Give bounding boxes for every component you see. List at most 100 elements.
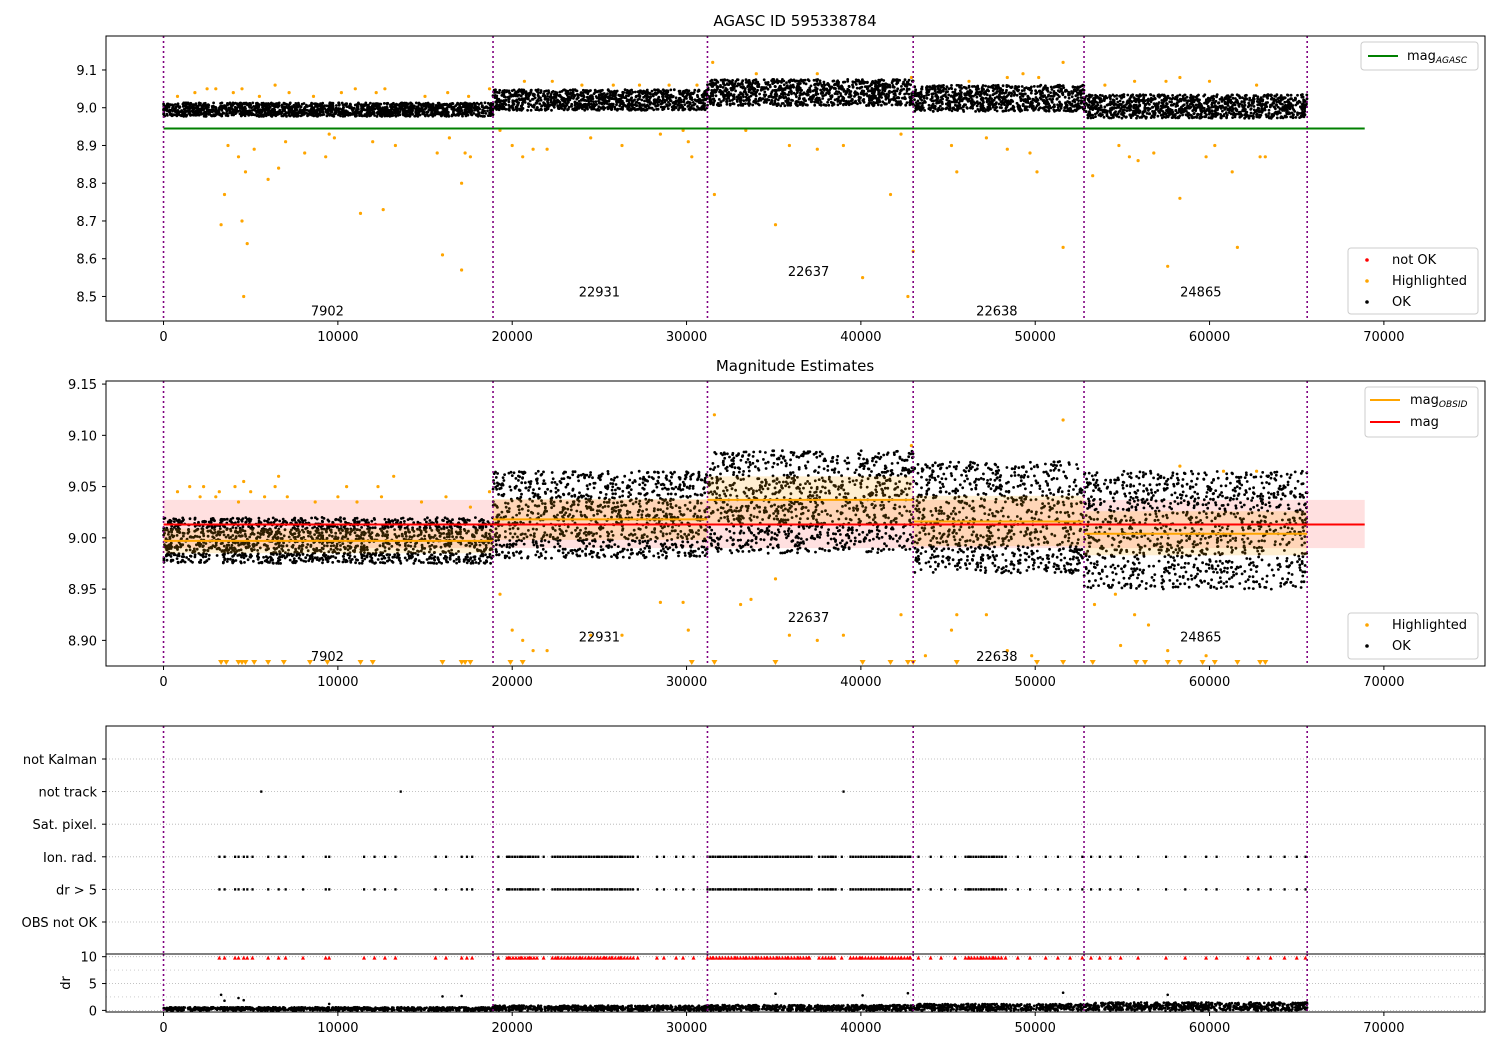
ok-point xyxy=(958,103,962,107)
ok-point xyxy=(905,89,909,93)
ok-point xyxy=(611,103,615,107)
ok-point xyxy=(258,108,262,111)
ok-point xyxy=(988,94,992,97)
ok-point xyxy=(848,95,852,99)
ok-point xyxy=(1074,103,1078,107)
ok-point xyxy=(773,89,777,92)
ok-point xyxy=(959,84,963,87)
ok-point xyxy=(455,108,458,112)
ok-point xyxy=(934,88,937,91)
ok-point xyxy=(797,82,801,86)
ok-point xyxy=(768,85,772,89)
ok-point xyxy=(644,93,648,97)
ok-point xyxy=(885,102,888,106)
ok-point xyxy=(402,109,406,113)
ok-point xyxy=(814,97,818,101)
ok-point xyxy=(696,90,700,93)
ok-point xyxy=(262,114,265,118)
ok-point xyxy=(449,103,453,107)
ok-point xyxy=(974,87,978,91)
ok-point xyxy=(440,103,444,107)
ok-point xyxy=(975,104,979,108)
ok-point xyxy=(744,81,748,84)
ok-point xyxy=(292,110,295,113)
ok-point xyxy=(794,100,798,104)
ok-point xyxy=(615,103,618,107)
ok-point xyxy=(877,84,881,87)
ok-point xyxy=(190,109,194,113)
ok-point xyxy=(1267,108,1271,112)
ok-point xyxy=(182,108,186,111)
ok-point xyxy=(1025,105,1029,109)
ok-point xyxy=(847,100,851,104)
ok-point xyxy=(1060,89,1063,92)
ok-point xyxy=(643,99,646,103)
ok-point xyxy=(248,105,251,108)
ok-point xyxy=(365,114,369,117)
ok-point xyxy=(507,97,511,100)
ok-point xyxy=(425,113,429,116)
ok-point xyxy=(871,103,874,107)
ok-point xyxy=(504,107,508,111)
ok-point xyxy=(942,86,946,90)
ok-point xyxy=(861,99,865,102)
ok-point xyxy=(1222,114,1226,118)
ok-point xyxy=(839,99,842,103)
ok-point xyxy=(907,92,911,96)
ok-point xyxy=(929,106,933,110)
ok-point xyxy=(771,82,775,85)
ok-point xyxy=(260,114,263,118)
ok-point xyxy=(1049,85,1053,89)
ok-point xyxy=(1016,104,1020,108)
ok-point xyxy=(630,96,633,100)
ok-point xyxy=(1056,97,1059,100)
ok-point xyxy=(466,107,470,111)
ok-point xyxy=(528,99,532,103)
ok-point xyxy=(438,111,442,115)
ok-point xyxy=(797,97,801,101)
ok-point xyxy=(764,86,768,89)
ok-point xyxy=(1026,87,1030,91)
ok-point xyxy=(1012,105,1016,109)
ok-point xyxy=(596,96,600,100)
ok-point xyxy=(998,106,1002,109)
ok-point xyxy=(676,103,680,106)
ok-point xyxy=(773,85,777,88)
ok-point xyxy=(883,85,886,88)
ok-point xyxy=(475,101,479,105)
ok-point xyxy=(236,109,240,113)
ok-point xyxy=(857,78,860,82)
ok-point xyxy=(917,102,921,105)
ok-point xyxy=(325,104,329,108)
ok-point xyxy=(498,88,502,92)
ok-point xyxy=(436,110,439,114)
ok-point xyxy=(220,113,224,116)
ok-point xyxy=(935,97,939,101)
ok-point xyxy=(202,114,206,118)
ok-point xyxy=(762,101,766,104)
ok-point xyxy=(881,88,885,92)
ok-point xyxy=(846,79,850,83)
ok-point xyxy=(803,78,807,82)
ok-point xyxy=(786,84,789,88)
ok-point xyxy=(307,109,310,112)
ok-point xyxy=(575,97,579,101)
ok-point xyxy=(1049,94,1053,98)
ok-point xyxy=(645,99,649,103)
ok-point xyxy=(688,95,692,99)
ok-point xyxy=(414,109,418,113)
ok-point xyxy=(191,105,195,109)
ok-point xyxy=(539,89,543,92)
ok-point xyxy=(622,96,626,99)
ok-point xyxy=(317,107,321,111)
ok-point xyxy=(271,110,274,113)
ok-point xyxy=(729,92,733,96)
ok-point xyxy=(500,106,504,109)
ok-point xyxy=(302,102,306,105)
ok-point xyxy=(242,101,246,105)
ok-point xyxy=(1049,91,1052,94)
ok-point xyxy=(1036,85,1040,88)
ok-point xyxy=(638,89,642,93)
ok-point xyxy=(1079,93,1083,97)
